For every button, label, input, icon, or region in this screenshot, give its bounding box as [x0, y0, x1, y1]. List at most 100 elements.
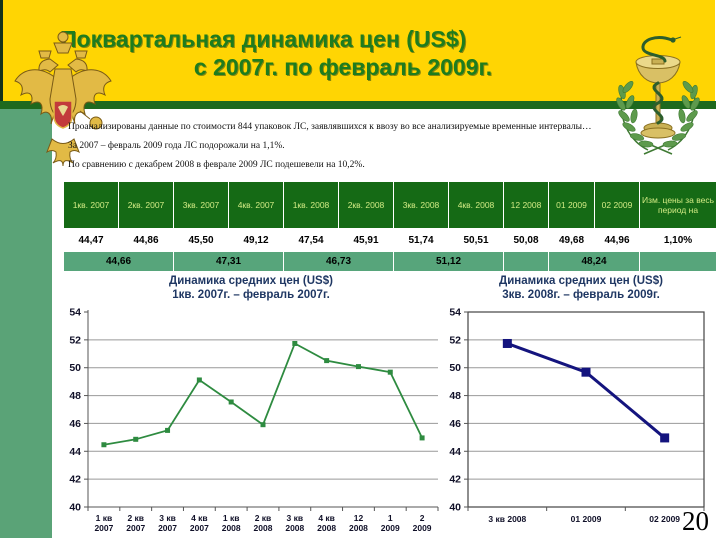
x-tick-label: 2008 [222, 523, 241, 533]
x-tick-label: 2 кв [127, 513, 144, 523]
table-values-row-cell: 45,50 [173, 228, 229, 252]
left-sidebar-band [0, 109, 52, 538]
data-line [103, 342, 423, 446]
x-tick-label: 12 [354, 513, 364, 523]
y-tick-label: 40 [69, 502, 81, 514]
page-number: 20 [682, 506, 709, 536]
data-point [502, 338, 512, 348]
chart-right-title-line2: 3кв. 2008г. – февраль 2009г. [502, 289, 660, 301]
summary-text-block: Проанализированы данные по стоимости 844… [68, 118, 658, 175]
y-tick-label: 50 [69, 362, 81, 374]
y-tick-label: 44 [449, 446, 461, 458]
table-values-row-cell: 49,12 [228, 228, 284, 252]
data-point [196, 377, 202, 383]
price-table: 1кв. 2007 2кв. 2007 3кв. 2007 4кв. 2007 1кв.… [63, 181, 717, 272]
y-tick-label: 52 [449, 334, 461, 346]
x-tick-label: 4 кв [191, 513, 208, 523]
data-point [324, 358, 330, 364]
data-point [581, 367, 591, 377]
table-header-row-cell: 2кв. 2008 [338, 181, 394, 229]
y-tick-label: 42 [69, 474, 81, 486]
table-header-row-cell: 3кв. 2008 [393, 181, 449, 229]
table-header-row-cell: 4кв. 2007 [228, 181, 284, 229]
table-header-row-cell: Изм. цены за весь период на [639, 181, 717, 229]
data-point [101, 442, 107, 448]
y-tick-label: 54 [449, 307, 461, 319]
chart-right-plot: 40 42 44 46 48 50 52 54 3 кв 2008 01 2009 02 2009 [449, 307, 705, 524]
table-values-row-cell: 45,91 [338, 228, 394, 252]
x-tick-label: 2008 [317, 523, 336, 533]
chart-left-title-line1: Динамика средних цен (US$) [169, 275, 333, 287]
summary-line-2: За 2007 – февраль 2009 года ЛС подорожал… [68, 141, 285, 151]
russian-coat-of-arms-icon [10, 27, 116, 189]
table-header-row-cell: 3кв. 2007 [173, 181, 229, 229]
data-point [228, 399, 234, 405]
y-tick-label: 44 [69, 446, 81, 458]
table-header-row-cell: 1кв. 2007 [63, 181, 119, 229]
slide-title-line1: Поквартальная динамика цен (US$) [60, 26, 467, 52]
chart-right-title-line1: Динамика средних цен (US$) [499, 275, 663, 287]
table-header-row-cell: 02 2009 [594, 181, 640, 229]
y-tick-label: 46 [449, 418, 461, 430]
x-tick-label: 2008 [285, 523, 304, 533]
x-tick-label: 2007 [126, 523, 145, 533]
table-halfyear-row-cell [503, 251, 549, 272]
x-tick-label: 2007 [94, 523, 113, 533]
x-tick-label: 1 кв [96, 513, 113, 523]
data-point [165, 427, 171, 433]
x-tick-label: 2 [420, 513, 425, 523]
x-tick-label: 3 кв [287, 513, 304, 523]
table-halfyear-row-cell: 48,24 [548, 251, 640, 272]
chart-left-title: Динамика средних цен (US$) 1кв. 2007г. –… [60, 274, 442, 302]
summary-line-1: Проанализированы данные по стоимости 844… [68, 122, 592, 132]
table-values-row-cell: 44,47 [63, 228, 119, 252]
y-tick-label: 42 [449, 474, 461, 486]
data-point [292, 340, 298, 346]
x-tick-label: 4 кв [318, 513, 335, 523]
chart-right-title: Динамика средних цен (US$) 3кв. 2008г. –… [445, 274, 717, 302]
x-tick-label: 2008 [349, 523, 368, 533]
table-halfyear-row: 44,66 47,31 46,73 51,12 48,24 [63, 251, 717, 272]
table-halfyear-row-cell: 51,12 [393, 251, 504, 272]
header-band [2, 0, 715, 101]
table-values-row-cell: 44,86 [118, 228, 174, 252]
data-point [355, 364, 361, 370]
header-divider-band [0, 101, 716, 109]
table-halfyear-row-cell [639, 251, 717, 272]
y-tick-label: 40 [449, 502, 461, 514]
header-left-border [0, 0, 3, 101]
x-tick-label: 1 кв [223, 513, 240, 523]
table-values-row-cell: 51,74 [393, 228, 449, 252]
x-tick-label: 3 кв 2008 [488, 514, 526, 524]
table-header-row-cell: 12 2008 [503, 181, 549, 229]
table-halfyear-row-cell: 44,66 [63, 251, 174, 272]
chart-left: Динамика средних цен (US$) 1кв. 2007г. –… [60, 274, 442, 538]
y-tick-label: 48 [69, 390, 81, 402]
table-halfyear-row-cell: 47,31 [173, 251, 284, 272]
table-values-row: 44,47 44,86 45,50 49,12 47,54 45,91 51,74 50,51… [63, 228, 717, 252]
table-values-row-cell: 50,51 [448, 228, 504, 252]
table-values-row-cell: 49,68 [548, 228, 595, 252]
plot-border [467, 311, 705, 508]
table-values-row-cell: 1,10% [639, 228, 717, 252]
table-header-row-cell: 2кв. 2007 [118, 181, 174, 229]
x-tick-label: 3 кв [159, 513, 176, 523]
x-tick-label: 2009 [381, 523, 400, 533]
x-tick-label: 2009 [413, 523, 432, 533]
x-tick-label: 2008 [254, 523, 273, 533]
x-tick-label: 01 2009 [571, 514, 602, 524]
x-tick-label: 02 2009 [649, 514, 680, 524]
table-header-row-cell: 1кв. 2008 [283, 181, 339, 229]
summary-line-3: По сравнению с декабрем 2008 в феврале 2… [68, 160, 365, 170]
x-tick-label: 1 [388, 513, 393, 523]
y-tick-label: 54 [69, 307, 81, 319]
x-tick-label: 2 кв [255, 513, 272, 523]
data-point [260, 422, 266, 428]
x-tick-label: 2007 [190, 523, 209, 533]
data-point [660, 433, 670, 443]
x-tick-label: 2007 [158, 523, 177, 533]
chart-right: Динамика средних цен (US$) 3кв. 2008г. –… [445, 274, 717, 538]
y-tick-label: 52 [69, 334, 81, 346]
